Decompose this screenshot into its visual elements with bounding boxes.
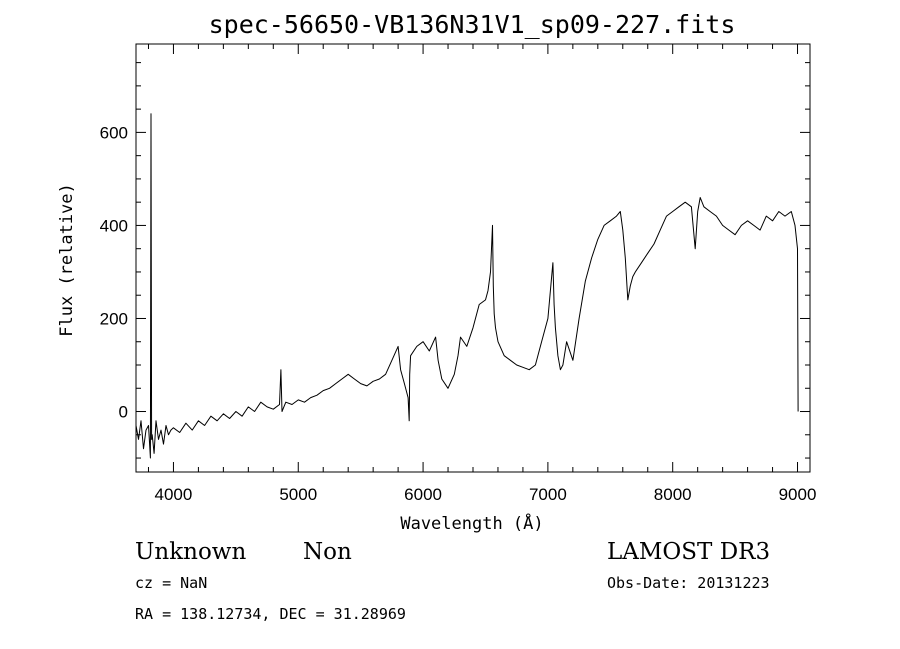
x-tick-label: 9000: [779, 485, 817, 504]
y-tick-label: 0: [119, 403, 128, 422]
x-tick-label: 7000: [529, 485, 567, 504]
x-tick-label: 6000: [404, 485, 442, 504]
x-tick-label: 5000: [279, 485, 317, 504]
y-tick-label: 200: [100, 309, 128, 328]
survey-label: LAMOST DR3: [607, 539, 770, 565]
x-axis-label: Wavelength (Å): [400, 512, 543, 534]
x-tick-label: 8000: [654, 485, 692, 504]
coordinates-text: RA = 138.12734, DEC = 31.28969: [135, 605, 406, 623]
object-subclass-label: Non: [303, 539, 352, 565]
y-tick-label: 400: [100, 216, 128, 235]
y-tick-label: 600: [100, 123, 128, 142]
axis-tick-labels: 4000 5000 6000 7000 8000 9000 0 200 400 600: [100, 123, 817, 504]
axis-ticks: [136, 44, 810, 472]
spectrum-series-line: [135, 113, 799, 459]
object-class-label: Unknown: [135, 539, 246, 565]
redshift-text: cz = NaN: [135, 574, 207, 592]
x-tick-label: 4000: [155, 485, 193, 504]
chart-title: spec-56650-VB136N31V1_sp09-227.fits: [209, 10, 736, 39]
plot-frame: [135, 43, 811, 473]
obs-date-text: Obs-Date: 20131223: [607, 574, 770, 592]
y-axis-label: Flux (relative): [57, 183, 77, 337]
